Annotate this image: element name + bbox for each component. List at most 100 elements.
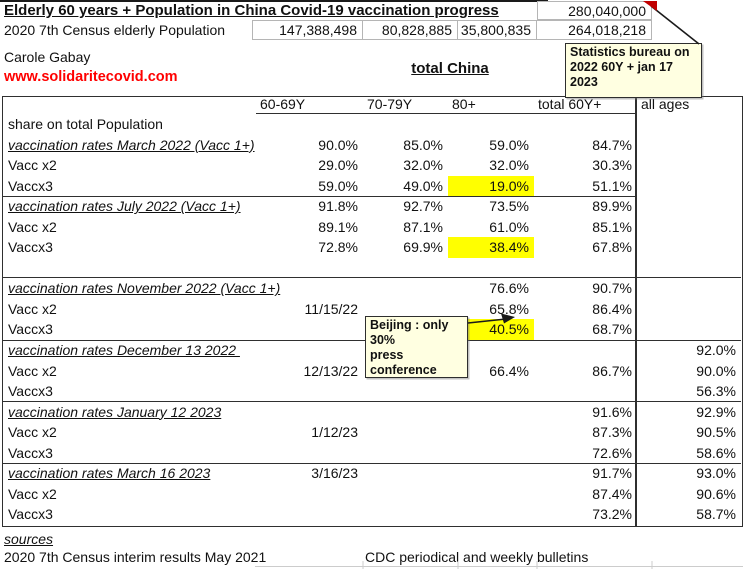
table-cell[interactable]: 68.7%: [534, 319, 637, 341]
table-cell[interactable]: [534, 258, 637, 279]
table-cell[interactable]: [448, 381, 534, 403]
table-cell[interactable]: 92.7%: [403, 198, 443, 215]
row-label[interactable]: Vacc x2: [8, 424, 57, 441]
table-cell[interactable]: 66.4%: [489, 362, 529, 379]
table-cell[interactable]: [256, 114, 363, 135]
table-cell[interactable]: 1/12/23: [311, 424, 358, 441]
table-cell[interactable]: 58.6%: [637, 443, 741, 464]
table-cell[interactable]: [448, 443, 534, 464]
table-cell[interactable]: [363, 381, 448, 403]
table-cell[interactable]: [256, 443, 363, 464]
row-label[interactable]: vaccination rates December 13 2022: [8, 342, 240, 359]
table-cell[interactable]: 84.7%: [592, 136, 632, 153]
row-label[interactable]: Vaccx3: [3, 381, 256, 403]
table-cell[interactable]: 32.0%: [489, 157, 529, 174]
table-cell[interactable]: 72.6%: [534, 443, 637, 464]
table-cell[interactable]: [637, 278, 741, 299]
table-cell[interactable]: 86.7%: [592, 362, 632, 379]
cell-census-total-60plus[interactable]: 264,018,218: [537, 20, 652, 40]
row-label[interactable]: share on total Population: [8, 116, 163, 132]
table-cell[interactable]: [637, 114, 741, 135]
row-label[interactable]: vaccination rates July 2022 (Vacc 1+): [8, 198, 241, 215]
table-cell[interactable]: 90.0%: [318, 136, 358, 153]
table-cell[interactable]: [363, 484, 448, 505]
table-cell[interactable]: 51.1%: [534, 176, 637, 197]
table-cell[interactable]: 30.3%: [592, 157, 632, 174]
table-cell[interactable]: 92.9%: [696, 403, 736, 420]
table-cell[interactable]: 65.8%: [489, 300, 529, 317]
column-header-total-60plus[interactable]: total 60Y+: [534, 97, 637, 114]
table-cell[interactable]: [363, 114, 448, 135]
row-label[interactable]: Vaccx3: [8, 239, 53, 256]
table-cell[interactable]: [637, 176, 741, 197]
table-cell[interactable]: 87.3%: [592, 424, 632, 441]
table-cell[interactable]: [637, 155, 741, 176]
row-label[interactable]: [3, 258, 256, 279]
table-cell[interactable]: 87.1%: [403, 218, 443, 235]
table-cell[interactable]: [363, 258, 448, 279]
table-cell[interactable]: 32.0%: [403, 157, 443, 174]
table-cell[interactable]: 87.4%: [592, 485, 632, 502]
table-cell[interactable]: 85.0%: [403, 136, 443, 153]
row-label[interactable]: vaccination rates January 12 2023: [8, 403, 222, 420]
cell-total-60plus-2022[interactable]: 280,040,000: [537, 1, 652, 20]
table-cell[interactable]: [637, 319, 741, 341]
table-cell[interactable]: [448, 422, 534, 443]
table-cell[interactable]: [363, 504, 448, 525]
table-cell[interactable]: 91.6%: [592, 403, 632, 420]
table-cell[interactable]: 91.8%: [318, 198, 358, 215]
row-label[interactable]: Vacc x2: [8, 362, 57, 379]
cell-census-70-79[interactable]: 80,828,885: [363, 20, 458, 40]
row-label[interactable]: Vaccx3: [3, 443, 256, 464]
table-cell[interactable]: 73.5%: [489, 198, 529, 215]
table-cell[interactable]: 3/16/23: [311, 465, 358, 482]
table-cell[interactable]: 73.2%: [592, 506, 632, 523]
table-cell[interactable]: [534, 114, 637, 135]
table-cell[interactable]: 86.4%: [592, 300, 632, 317]
table-cell[interactable]: [448, 463, 534, 484]
row-label[interactable]: Vaccx3: [3, 176, 256, 197]
website-link[interactable]: www.solidaritecovid.com: [4, 69, 178, 85]
table-cell[interactable]: 90.6%: [696, 485, 736, 502]
table-cell[interactable]: 76.6%: [489, 280, 529, 297]
column-header-empty[interactable]: [3, 97, 256, 114]
row-label[interactable]: Vaccx3: [3, 319, 256, 341]
table-cell[interactable]: 29.0%: [318, 157, 358, 174]
row-label[interactable]: Vacc x2: [8, 300, 57, 317]
table-cell[interactable]: [363, 402, 448, 423]
table-cell[interactable]: 90.0%: [696, 362, 736, 379]
table-cell[interactable]: [448, 114, 534, 135]
column-header-80plus[interactable]: 80+: [448, 97, 534, 114]
row-label[interactable]: vaccination rates March 2022 (Vacc 1+): [8, 136, 255, 153]
cell-census-80plus[interactable]: 35,800,835: [458, 20, 537, 40]
census-row-label[interactable]: 2020 7th Census elderly Population: [4, 22, 226, 38]
table-cell[interactable]: 11/15/22: [304, 300, 358, 317]
table-cell[interactable]: 91.7%: [592, 465, 632, 482]
row-label[interactable]: Vaccx3: [8, 506, 53, 523]
table-cell[interactable]: [637, 196, 741, 217]
table-cell[interactable]: [448, 402, 534, 423]
table-cell[interactable]: 40.5%: [448, 319, 534, 341]
table-cell[interactable]: 85.1%: [592, 218, 632, 235]
table-cell[interactable]: [637, 237, 741, 258]
column-header-70-79[interactable]: 70-79Y: [363, 97, 448, 114]
table-cell[interactable]: 89.9%: [592, 198, 632, 215]
table-cell[interactable]: [534, 340, 637, 361]
table-cell[interactable]: [448, 504, 534, 525]
table-cell[interactable]: [256, 258, 363, 279]
table-cell[interactable]: 90.5%: [696, 424, 736, 441]
table-cell[interactable]: [637, 258, 741, 279]
table-cell[interactable]: 67.8%: [592, 239, 632, 256]
table-cell[interactable]: [256, 504, 363, 525]
table-cell[interactable]: 56.3%: [637, 381, 741, 403]
table-cell[interactable]: [363, 278, 448, 299]
row-label[interactable]: Vacc x2: [8, 157, 57, 174]
column-header-60-69[interactable]: 60-69Y: [256, 97, 363, 114]
table-cell[interactable]: 61.0%: [489, 218, 529, 235]
row-label[interactable]: vaccination rates November 2022 (Vacc 1+…: [8, 280, 281, 297]
table-cell[interactable]: 38.4%: [448, 237, 534, 258]
table-cell[interactable]: [637, 299, 741, 320]
table-cell[interactable]: 12/13/22: [303, 362, 359, 379]
column-header-all-ages[interactable]: all ages: [641, 96, 690, 112]
table-cell[interactable]: [534, 381, 637, 403]
